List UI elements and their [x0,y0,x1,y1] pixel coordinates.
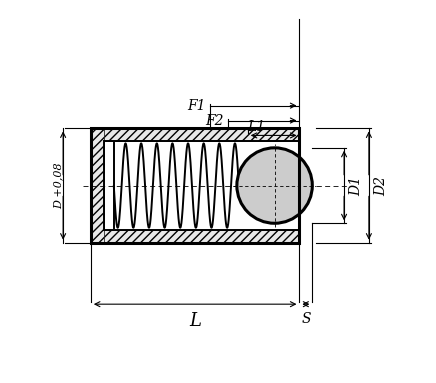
Bar [104,128,300,141]
Bar [104,141,300,230]
Bar [91,128,300,242]
Text: L1: L1 [248,120,266,134]
Bar [91,128,104,242]
Circle shape [237,148,312,223]
Text: L: L [189,312,201,330]
Bar [91,128,300,242]
Text: F2: F2 [205,113,224,128]
Bar [104,230,300,242]
Text: D2: D2 [374,175,388,196]
Text: S: S [301,312,310,326]
Text: D1: D1 [349,175,363,196]
Text: D +0,08: D +0,08 [53,162,63,209]
Bar [104,141,300,230]
Text: F1: F1 [187,99,206,113]
